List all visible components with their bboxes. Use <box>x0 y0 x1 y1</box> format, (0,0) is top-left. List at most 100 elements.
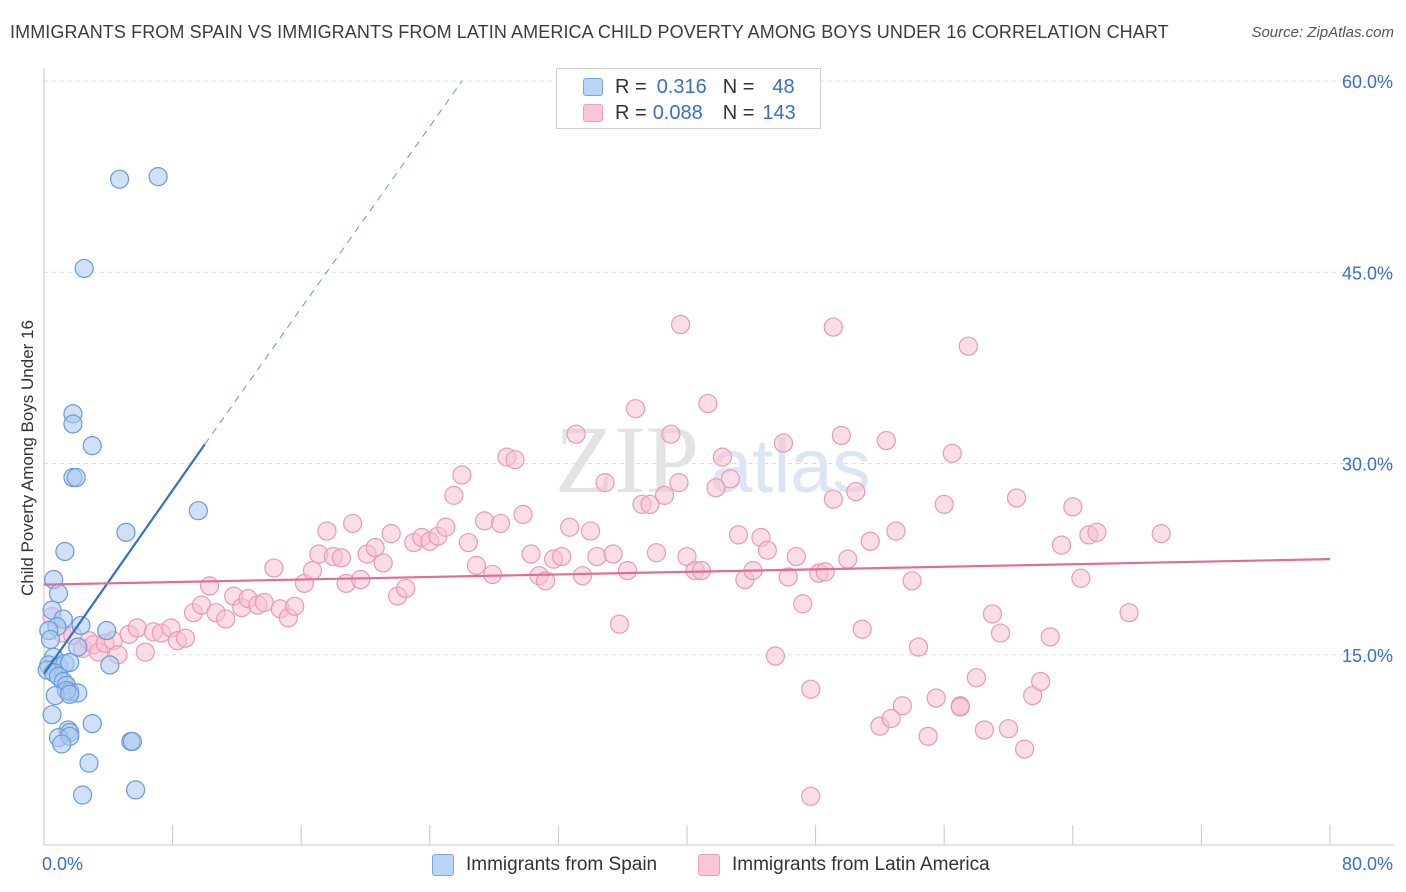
spain-point <box>109 169 130 189</box>
n-value: 48 <box>772 75 795 98</box>
latam-point <box>886 521 906 541</box>
latam-point <box>815 562 835 582</box>
n-value: 143 <box>762 101 796 124</box>
latam-point <box>317 521 337 541</box>
spain-points <box>37 167 208 805</box>
latam-point <box>127 618 147 638</box>
latam-point <box>513 504 533 525</box>
y-tick-label: 45.0% <box>1342 263 1393 283</box>
latam-swatch <box>583 104 603 122</box>
y-axis-label: Child Poverty Among Boys Under 16 <box>18 320 37 596</box>
latam-point <box>950 697 970 717</box>
latam-point <box>452 465 472 485</box>
latam-point <box>1063 497 1083 517</box>
latam-point <box>572 566 593 586</box>
watermark-zip: ZIP <box>555 406 699 513</box>
y-tick-label: 15.0% <box>1342 646 1393 666</box>
latam-point <box>998 719 1019 739</box>
latam-point <box>881 708 901 729</box>
spain-legend-label: Immigrants from Spain <box>466 854 658 875</box>
latam-point <box>934 494 954 514</box>
spain-legend-swatch <box>432 854 454 876</box>
latam-point <box>860 531 880 551</box>
latam-point <box>302 560 323 581</box>
latam-point <box>902 571 922 591</box>
latam-point <box>254 592 274 613</box>
latam-point <box>1051 535 1072 555</box>
latam-point <box>595 473 615 493</box>
latam-point <box>216 609 236 629</box>
latam-point <box>712 447 732 467</box>
latam-point <box>331 548 351 568</box>
latam-point <box>535 571 556 591</box>
latam-point <box>609 614 630 634</box>
latam-point <box>876 430 896 451</box>
n-label: N = <box>722 75 755 98</box>
spain-trend-extension <box>204 80 463 445</box>
latam-point <box>846 481 866 502</box>
latam-point <box>823 317 843 337</box>
spain-point <box>82 713 102 734</box>
latam-point <box>654 485 675 505</box>
latam-point <box>786 546 806 567</box>
latam-point <box>661 424 681 444</box>
latam-point <box>1031 671 1051 692</box>
latam-point <box>566 424 586 444</box>
latam-point <box>482 564 503 585</box>
spain-point <box>52 734 72 754</box>
latam-point <box>852 619 872 639</box>
latam-point <box>958 336 978 356</box>
latam-point <box>990 623 1011 643</box>
spain-point <box>82 436 102 456</box>
trend-lines <box>43 80 1331 675</box>
spain-point <box>74 258 94 279</box>
latam-point <box>175 628 196 648</box>
latam-point <box>801 679 821 699</box>
latam-point <box>1087 522 1107 542</box>
spain-point <box>55 541 75 562</box>
latam-trend-line <box>43 558 1331 586</box>
spain-point <box>97 620 117 641</box>
latam-point <box>343 513 363 534</box>
spain-point <box>40 629 61 650</box>
latam-point <box>436 517 456 537</box>
spain-point <box>188 501 208 521</box>
spain-point <box>116 522 136 542</box>
spain-point <box>100 655 120 675</box>
latam-point <box>765 646 786 666</box>
spain-swatch <box>583 78 603 96</box>
correlation-legend: R = 0.316 N = 48 R = 0.088 N = 143 <box>556 68 821 129</box>
latam-point <box>720 469 741 489</box>
latam-point <box>793 594 813 614</box>
latam-point <box>669 473 689 493</box>
spain-point <box>148 167 168 187</box>
r-label: R = <box>615 75 647 98</box>
latam-point <box>373 553 393 573</box>
spain-point <box>60 652 80 673</box>
latam-point <box>135 642 155 662</box>
latam-point <box>490 513 511 534</box>
latam-point <box>1014 739 1035 759</box>
zipatlas-watermark: ZIP atlas <box>555 406 871 513</box>
legend-row-spain: R = 0.316 N = 48 <box>583 75 795 99</box>
latam-points <box>42 314 1171 806</box>
latam-point <box>1071 568 1091 588</box>
latam-point <box>757 540 777 560</box>
spain-point <box>79 753 99 773</box>
legend-row-latam: R = 0.088 N = 143 <box>583 101 796 125</box>
latam-point <box>199 576 220 596</box>
latam-point <box>974 720 994 740</box>
latam-point <box>285 596 305 616</box>
y-tick-label: 30.0% <box>1342 455 1393 475</box>
latam-point <box>625 399 646 419</box>
x-tick-label: 80.0% <box>1342 854 1393 874</box>
latam-point <box>801 786 821 806</box>
spain-point <box>48 583 69 604</box>
legend-item-latam: Immigrants from Latin America <box>698 852 990 878</box>
spain-point <box>68 637 88 657</box>
spain-point <box>66 467 86 488</box>
latam-point <box>365 538 385 558</box>
grid-lines <box>44 80 1394 656</box>
latam-point <box>706 478 726 498</box>
